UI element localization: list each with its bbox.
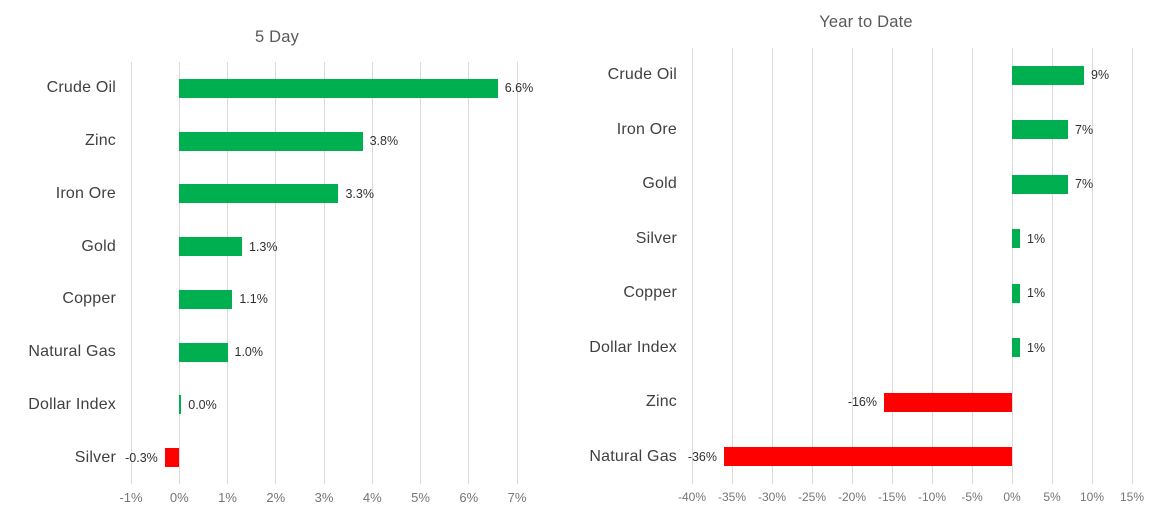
chart-title-year-to-date: Year to Date — [819, 13, 913, 31]
bar-iron-ore — [1012, 120, 1068, 140]
x-axis-tick-label: 7% — [507, 490, 527, 505]
gridline — [227, 62, 228, 484]
category-label-gold: Gold — [81, 237, 116, 255]
bar-zinc — [884, 392, 1012, 412]
gridline — [891, 48, 893, 484]
value-label-natural-gas: 1.0% — [234, 345, 264, 360]
gridline — [731, 48, 733, 484]
gridline — [516, 62, 518, 484]
bar-iron-ore — [179, 184, 339, 204]
gridline — [275, 62, 277, 484]
value-label-gold: 7% — [1075, 177, 1094, 192]
x-axis-tick-label: 2% — [266, 490, 286, 505]
value-label-copper: 1% — [1027, 286, 1046, 301]
x-axis-tick-label: 1% — [218, 490, 237, 505]
category-label-silver: Silver — [74, 448, 116, 466]
bar-dollar-index — [179, 395, 182, 415]
x-axis-tick-label: -40% — [677, 490, 707, 504]
gridline — [691, 48, 693, 484]
x-axis-tick-label: -1% — [119, 490, 143, 505]
value-label-silver: -0.3% — [125, 450, 158, 465]
x-axis-tick-label: -5% — [961, 490, 983, 504]
gridline — [811, 48, 813, 484]
bar-crude-oil — [1012, 65, 1084, 85]
gridline — [1091, 48, 1093, 484]
bar-natural-gas — [724, 447, 1012, 467]
x-axis-tick-label: 10% — [1079, 490, 1105, 504]
value-label-iron-ore: 3.3% — [345, 186, 374, 201]
bar-dollar-index — [1012, 338, 1020, 358]
bar-gold — [1012, 174, 1068, 194]
x-axis-tick-label: 5% — [411, 490, 430, 505]
category-label-copper: Copper — [623, 284, 677, 302]
gridline — [178, 62, 180, 484]
value-label-zinc: -16% — [847, 395, 877, 410]
bar-natural-gas — [179, 342, 228, 362]
x-axis-tick-label: 0% — [1003, 490, 1021, 504]
gridline — [1131, 48, 1133, 484]
value-label-crude-oil: 6.6% — [504, 81, 534, 96]
x-axis-tick-label: -25% — [797, 490, 827, 504]
bar-silver — [1012, 229, 1020, 249]
value-label-crude-oil: 9% — [1091, 68, 1110, 83]
gridline — [371, 62, 373, 484]
value-label-dollar-index: 1% — [1027, 340, 1046, 355]
category-label-silver: Silver — [635, 229, 677, 247]
category-label-gold: Gold — [642, 175, 677, 193]
gridline — [931, 48, 933, 484]
gridline — [771, 48, 773, 484]
category-label-crude-oil: Crude Oil — [46, 79, 116, 97]
gridline — [1051, 48, 1053, 484]
category-label-copper: Copper — [62, 290, 116, 308]
x-axis-tick-label: 3% — [314, 490, 334, 505]
value-label-dollar-index: 0.0% — [188, 397, 217, 412]
gridline — [851, 48, 853, 484]
x-axis-tick-label: 5% — [1043, 490, 1061, 504]
category-label-zinc: Zinc — [84, 132, 116, 150]
category-label-natural-gas: Natural Gas — [28, 343, 116, 361]
category-label-iron-ore: Iron Ore — [616, 120, 677, 138]
gridline — [420, 62, 421, 484]
x-axis-tick-label: -35% — [717, 490, 747, 504]
category-label-crude-oil: Crude Oil — [607, 66, 677, 84]
x-axis-tick-label: 6% — [459, 490, 479, 505]
gridline — [130, 62, 132, 484]
gridline — [971, 48, 973, 484]
bar-zinc — [179, 131, 363, 151]
bar-copper — [179, 289, 233, 309]
value-label-natural-gas: -36% — [687, 449, 717, 464]
bar-copper — [1012, 283, 1020, 303]
gridline — [468, 62, 470, 484]
gridline — [323, 62, 325, 484]
bar-crude-oil — [179, 78, 498, 98]
x-axis-tick-label: -15% — [877, 490, 907, 504]
x-axis-tick-label: 0% — [169, 490, 189, 505]
category-label-natural-gas: Natural Gas — [589, 447, 677, 465]
bar-gold — [179, 237, 242, 257]
chart-title-5-day: 5 Day — [254, 28, 300, 46]
x-axis-tick-label: -30% — [757, 490, 787, 504]
x-axis-tick-label: 4% — [362, 490, 382, 505]
category-label-dollar-index: Dollar Index — [589, 338, 677, 356]
category-label-zinc: Zinc — [645, 393, 677, 411]
x-axis-tick-label: -10% — [917, 490, 947, 504]
x-axis-tick-label: 15% — [1119, 490, 1145, 504]
value-label-zinc: 3.8% — [369, 134, 399, 149]
value-label-silver: 1% — [1027, 231, 1046, 246]
value-label-iron-ore: 7% — [1075, 122, 1094, 137]
bar-silver — [164, 448, 180, 468]
gridline — [1011, 48, 1013, 484]
x-axis-tick-label: -20% — [837, 490, 867, 504]
category-label-dollar-index: Dollar Index — [28, 395, 116, 413]
value-label-copper: 1.1% — [239, 292, 268, 307]
category-label-iron-ore: Iron Ore — [55, 184, 116, 202]
value-label-gold: 1.3% — [248, 239, 278, 254]
